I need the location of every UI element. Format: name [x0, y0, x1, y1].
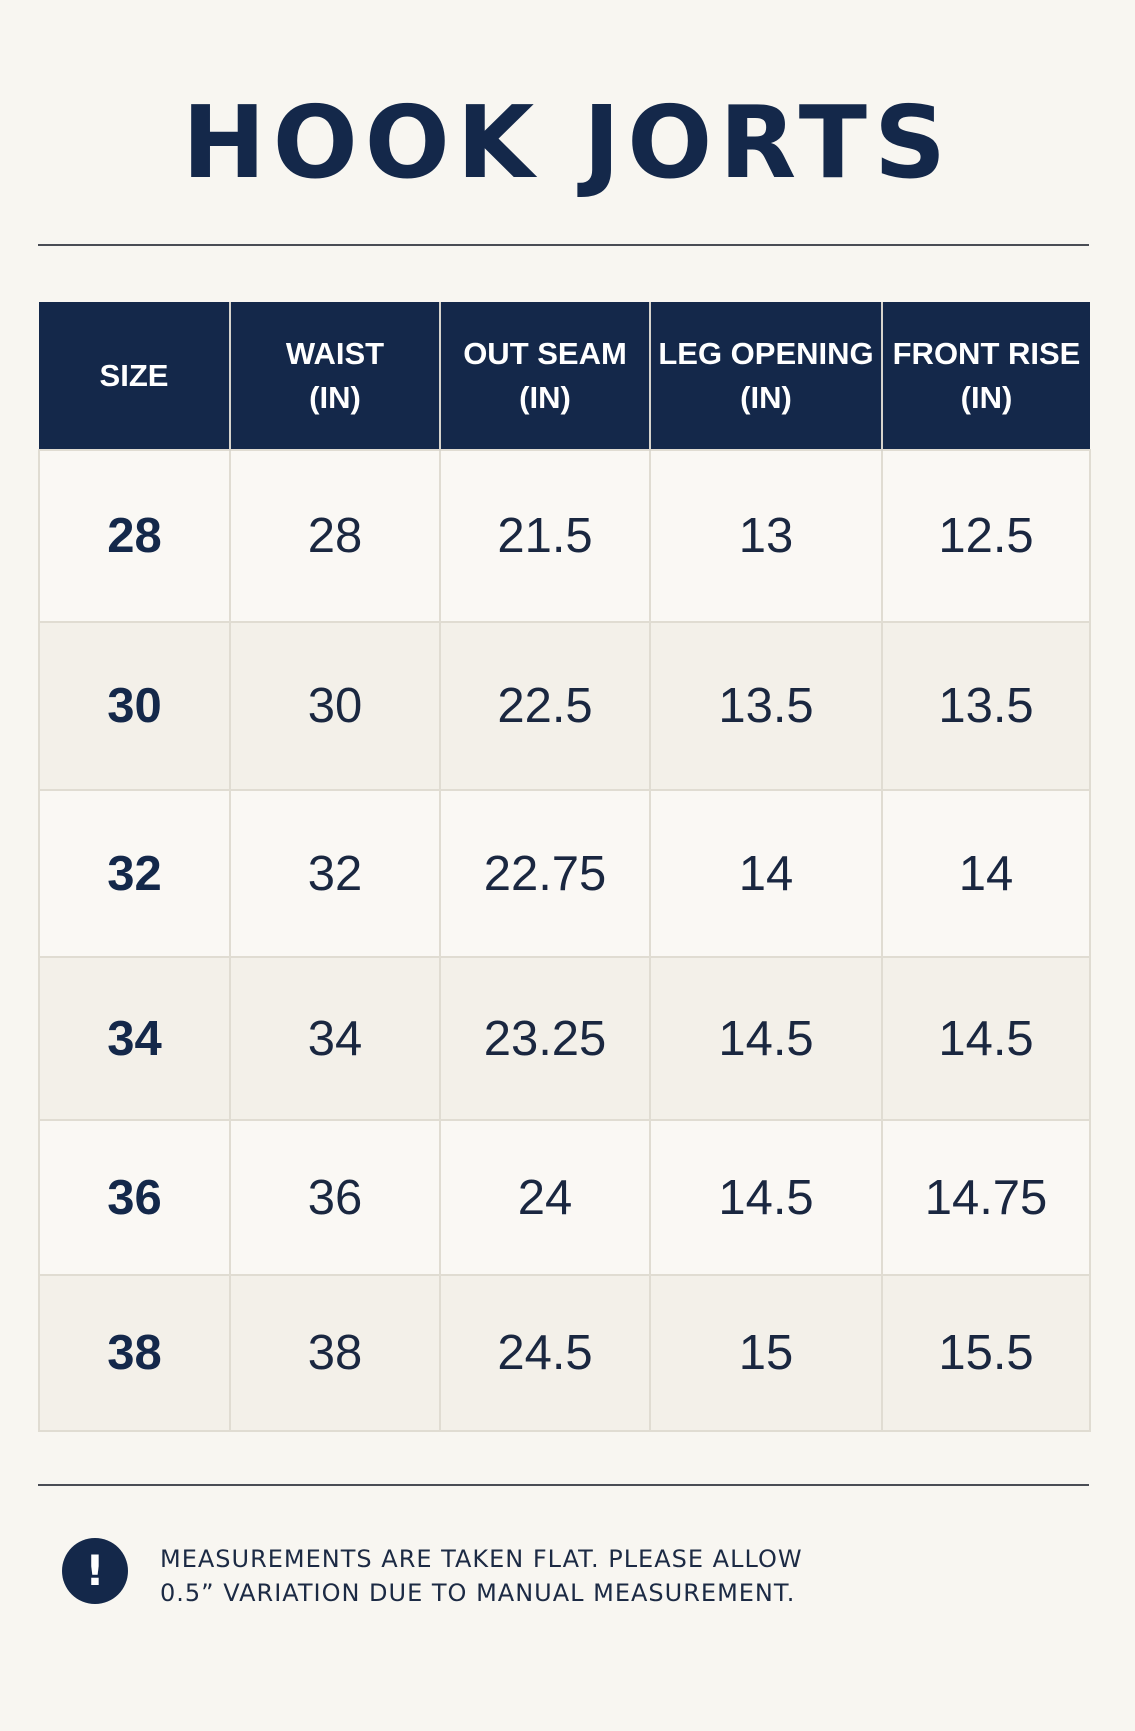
size-cell: 36 [38, 1119, 231, 1276]
table-row: 32 32 22.75 14 14 [38, 789, 1091, 958]
waist-cell: 28 [229, 449, 441, 623]
size-cell: 32 [38, 789, 231, 958]
table-row: 28 28 21.5 13 12.5 [38, 449, 1091, 623]
note-line-1: MEASUREMENTS ARE TAKEN FLAT. PLEASE ALLO… [160, 1545, 803, 1573]
bottom-divider [38, 1484, 1089, 1486]
leg-opening-cell: 14.5 [649, 1119, 883, 1276]
size-cell: 34 [38, 956, 231, 1121]
top-divider [38, 244, 1089, 246]
column-header-size: SIZE [39, 302, 230, 450]
table-row: 34 34 23.25 14.5 14.5 [38, 956, 1091, 1121]
exclamation-icon: ! [62, 1538, 128, 1604]
waist-cell: 34 [229, 956, 441, 1121]
column-header-label: OUT SEAM [463, 335, 627, 371]
waist-cell: 38 [229, 1274, 441, 1432]
column-header-leg-opening: LEG OPENING (IN) [649, 302, 882, 450]
waist-cell: 36 [229, 1119, 441, 1276]
front-rise-cell: 13.5 [881, 621, 1091, 791]
column-header-unit: (IN) [309, 379, 361, 415]
out-seam-cell: 24.5 [439, 1274, 651, 1432]
column-header-unit: (IN) [740, 379, 792, 415]
column-header-out-seam: OUT SEAM (IN) [439, 302, 650, 450]
out-seam-cell: 21.5 [439, 449, 651, 623]
size-cell: 30 [38, 621, 231, 791]
out-seam-cell: 22.75 [439, 789, 651, 958]
size-chart-table: SIZE WAIST (IN) OUT SEAM (IN) LEG OPENIN… [38, 302, 1091, 1432]
table-row: 38 38 24.5 15 15.5 [38, 1274, 1091, 1432]
leg-opening-cell: 13 [649, 449, 883, 623]
measurement-note: MEASUREMENTS ARE TAKEN FLAT. PLEASE ALLO… [160, 1542, 1060, 1610]
out-seam-cell: 22.5 [439, 621, 651, 791]
column-header-label: SIZE [99, 357, 169, 393]
table-row: 36 36 24 14.5 14.75 [38, 1119, 1091, 1276]
leg-opening-cell: 14.5 [649, 956, 883, 1121]
front-rise-cell: 15.5 [881, 1274, 1091, 1432]
front-rise-cell: 12.5 [881, 449, 1091, 623]
leg-opening-cell: 13.5 [649, 621, 883, 791]
size-cell: 38 [38, 1274, 231, 1432]
waist-cell: 30 [229, 621, 441, 791]
waist-cell: 32 [229, 789, 441, 958]
column-header-label: WAIST [285, 335, 385, 371]
header-row: SIZE WAIST (IN) OUT SEAM (IN) LEG OPENIN… [39, 302, 1090, 450]
table-row: 30 30 22.5 13.5 13.5 [38, 621, 1091, 791]
column-header-label: FRONT RISE [892, 335, 1081, 371]
column-header-waist: WAIST (IN) [229, 302, 440, 450]
size-cell: 28 [38, 449, 231, 623]
page-title: HOOK JORTS [182, 84, 953, 201]
front-rise-cell: 14 [881, 789, 1091, 958]
column-header-label: LEG OPENING [658, 335, 874, 371]
out-seam-cell: 23.25 [439, 956, 651, 1121]
note-line-2: 0.5” VARIATION DUE TO MANUAL MEASUREMENT… [160, 1579, 796, 1607]
front-rise-cell: 14.5 [881, 956, 1091, 1121]
leg-opening-cell: 14 [649, 789, 883, 958]
column-header-unit: (IN) [519, 379, 571, 415]
column-header-unit: (IN) [960, 379, 1013, 415]
front-rise-cell: 14.75 [881, 1119, 1091, 1276]
out-seam-cell: 24 [439, 1119, 651, 1276]
leg-opening-cell: 15 [649, 1274, 883, 1432]
column-header-front-rise: FRONT RISE (IN) [881, 302, 1090, 450]
